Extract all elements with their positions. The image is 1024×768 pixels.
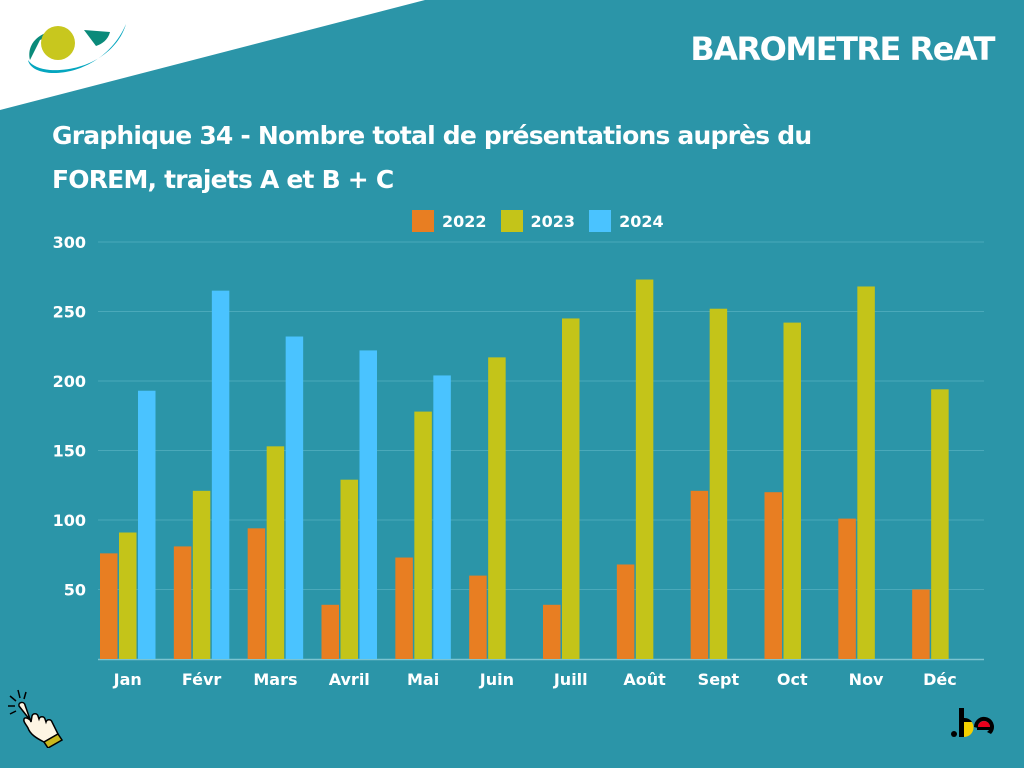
bar-2023-Févr (192, 490, 211, 659)
bar-2024-Févr (211, 290, 230, 659)
bar-2023-Mai (414, 411, 432, 659)
logo-blue-swoosh (28, 24, 126, 74)
x-tick-label: Jan (113, 670, 142, 689)
bar-2022-Oct (764, 492, 782, 659)
x-tick-label: Oct (777, 670, 808, 689)
bar-2023-Jan (119, 532, 137, 659)
bar-2022-Avril (321, 604, 339, 659)
legend-swatch-2023 (500, 210, 523, 232)
x-tick-label: Mars (253, 670, 297, 689)
legend-swatch-2022 (412, 210, 434, 232)
bar-2023-Nov (857, 286, 875, 659)
legend-swatch-2024 (589, 210, 612, 232)
legend-item-2023: 2023 (500, 210, 576, 232)
bar-2023-Mars (266, 446, 285, 659)
legend-label-2022: 2022 (442, 211, 487, 231)
logo (28, 24, 126, 74)
x-tick-label: Juin (479, 670, 514, 689)
y-tick-label: 200 (53, 372, 86, 391)
y-tick-label: 150 (53, 442, 86, 461)
legend-item-2024: 2024 (589, 210, 664, 232)
x-tick-label: Déc (923, 670, 957, 689)
x-tick-label: Sept (698, 670, 740, 689)
bar-2023-Déc (931, 389, 949, 659)
y-tick-label: 250 (53, 303, 86, 322)
legend: 2022 2023 2024 (412, 210, 664, 232)
y-tick-label: 100 (53, 511, 86, 530)
legend-label-2023: 2023 (530, 211, 576, 231)
bar-2022-Févr (173, 546, 192, 659)
bar-2022-Jan (100, 553, 118, 659)
chart-title: Graphique 34 - Nombre total de présentat… (52, 114, 932, 202)
x-tick-label: Avril (329, 670, 370, 689)
legend-label-2024: 2024 (619, 211, 664, 231)
bar-2023-Avril (340, 479, 358, 659)
chart-title-line2: FOREM, trajets A et B + C (52, 165, 394, 194)
header-white-corner (0, 0, 425, 110)
pointing-hand-icon (8, 689, 64, 748)
bar-2022-Nov (838, 518, 856, 659)
brand-title: BAROMETRE ReAT (690, 30, 995, 68)
bar-2022-Juin (469, 575, 487, 659)
y-tick-label: 50 (64, 581, 86, 600)
bar-2024-Avril (359, 350, 377, 659)
bar-2022-Mars (247, 528, 266, 659)
bar-2022-Août (616, 564, 635, 659)
bar-2023-Juill (562, 318, 580, 659)
bar-2024-Mai (433, 375, 451, 659)
bar-2023-Sept (709, 308, 728, 659)
bar-2022-Sept (690, 490, 709, 659)
logo-yellow-circle (41, 26, 75, 60)
x-tick-label: Mai (407, 670, 439, 689)
bar-2023-Août (635, 279, 654, 659)
legend-item-2022: 2022 (412, 210, 487, 232)
bar-2022-Déc (912, 589, 930, 659)
logo-green-wing (84, 30, 110, 46)
bar-2023-Juin (488, 357, 506, 659)
bar-2023-Oct (783, 322, 801, 659)
be-logo-icon (951, 708, 994, 737)
x-tick-label: Févr (182, 670, 222, 689)
bar-2024-Mars (285, 336, 304, 659)
x-tick-label: Juill (553, 670, 588, 689)
bar-2022-Mai (395, 557, 413, 659)
bar-2024-Jan (138, 390, 156, 659)
x-tick-label: Nov (849, 670, 884, 689)
bar-2022-Juill (543, 604, 561, 659)
be-logo (950, 704, 998, 748)
x-tick-label: Août (623, 670, 666, 689)
chart-title-line1: Graphique 34 - Nombre total de présentat… (52, 121, 812, 150)
y-tick-label: 300 (53, 233, 86, 252)
